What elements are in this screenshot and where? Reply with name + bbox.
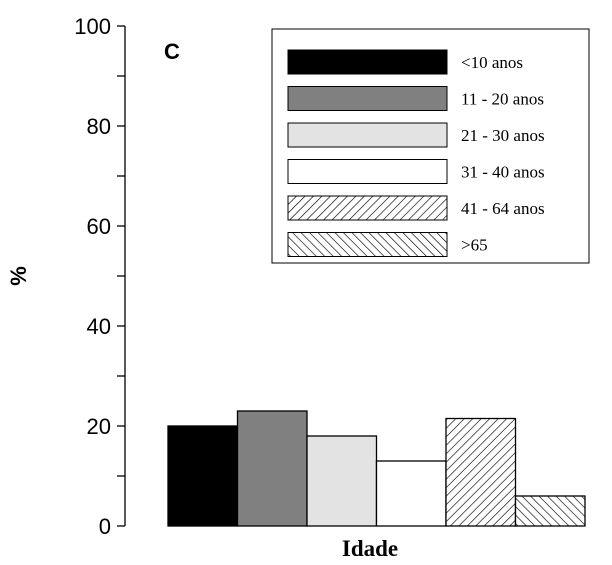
legend-swatch-2 (287, 86, 448, 111)
bar-5 (445, 417, 517, 527)
legend-label-6: >65 (461, 236, 488, 255)
legend-swatch-3 (287, 122, 448, 148)
y-ticks: 0 20 40 60 80 100 (74, 14, 125, 539)
bars (167, 410, 586, 527)
bar-3 (306, 435, 378, 527)
legend-label-2: 11 - 20 anos (461, 90, 544, 109)
bar-2 (236, 410, 308, 527)
legend-label-4: 31 - 40 anos (461, 163, 545, 182)
y-tick-label: 60 (87, 214, 111, 239)
x-axis-title: Idade (342, 536, 398, 561)
bar-6 (514, 495, 586, 527)
y-tick-label: 0 (99, 514, 111, 539)
y-tick-label: 40 (87, 314, 111, 339)
legend-swatch-6 (287, 232, 448, 257)
y-tick-label: 20 (87, 414, 111, 439)
bar-4 (375, 460, 447, 527)
y-tick-label: 80 (87, 114, 111, 139)
legend: <10 anos 11 - 20 anos 21 - 30 anos 31 - 40 … (271, 28, 590, 264)
legend-swatch-4 (287, 159, 448, 184)
legend-label-1: <10 anos (461, 53, 523, 72)
y-axis-title: % (6, 266, 31, 286)
y-tick-label: 100 (74, 14, 111, 39)
legend-label-3: 21 - 30 anos (461, 126, 545, 145)
legend-label-5: 41 - 64 anos (461, 199, 545, 218)
legend-swatch-5 (287, 195, 448, 221)
bar-1 (167, 425, 239, 527)
legend-swatch-1 (287, 49, 448, 75)
panel-label: C (164, 39, 180, 64)
